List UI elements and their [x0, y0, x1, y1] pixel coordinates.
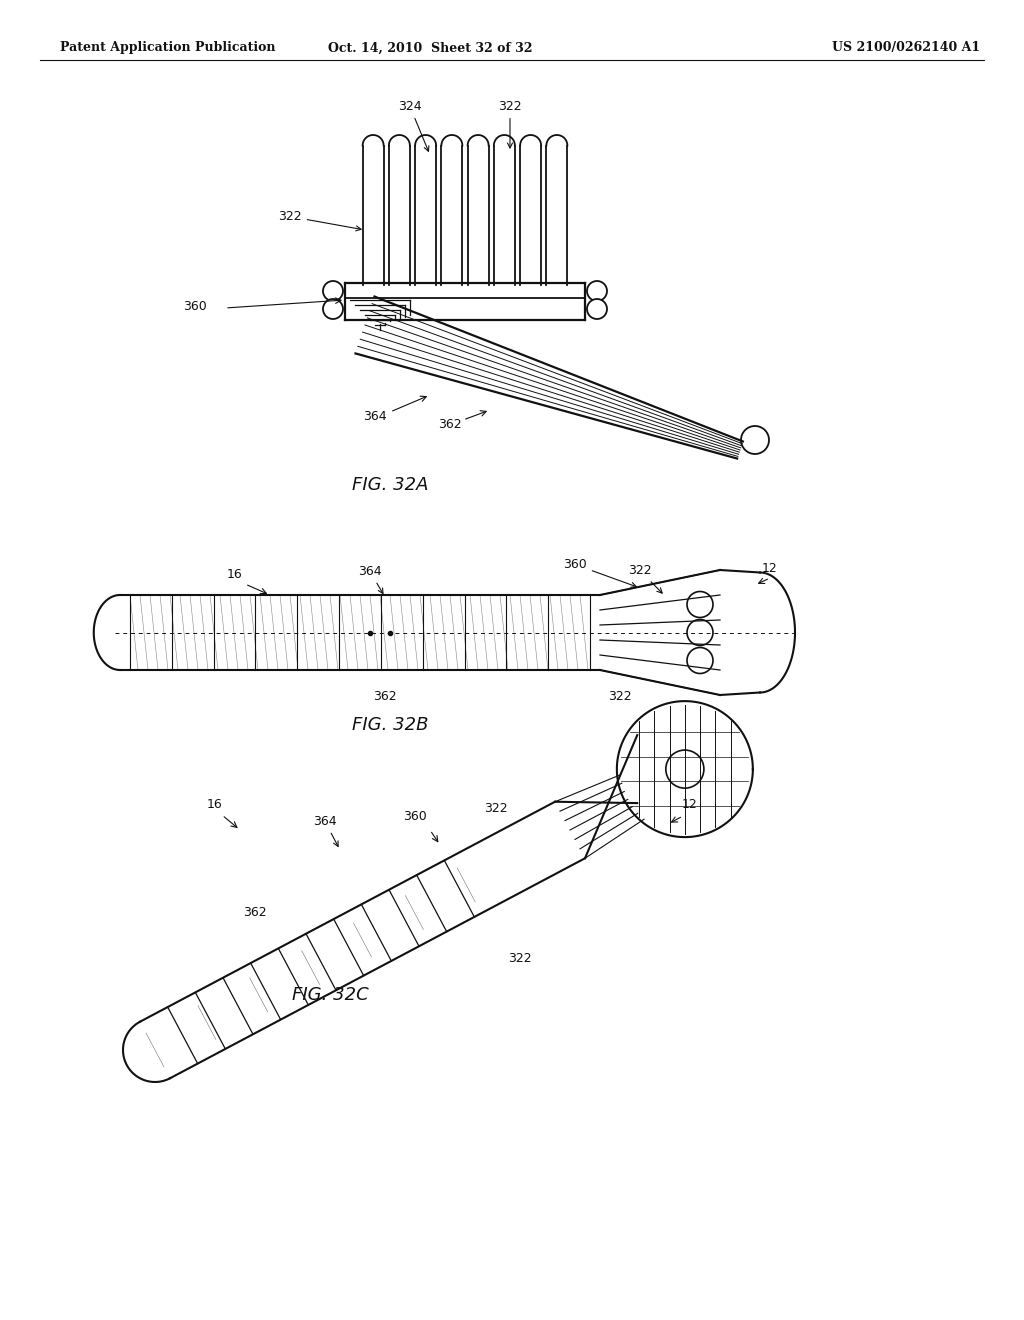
Text: 364: 364 [313, 814, 338, 846]
Text: 364: 364 [358, 565, 383, 594]
Text: 12: 12 [682, 799, 698, 810]
Text: Oct. 14, 2010  Sheet 32 of 32: Oct. 14, 2010 Sheet 32 of 32 [328, 41, 532, 54]
Text: 322: 322 [608, 690, 632, 704]
Text: FIG. 32B: FIG. 32B [352, 715, 428, 734]
Circle shape [323, 300, 343, 319]
Circle shape [741, 426, 769, 454]
Circle shape [323, 281, 343, 301]
Text: 362: 362 [438, 418, 462, 432]
Text: FIG. 32A: FIG. 32A [352, 477, 428, 494]
Text: 364: 364 [364, 411, 387, 422]
Text: Patent Application Publication: Patent Application Publication [60, 41, 275, 54]
Text: 360: 360 [183, 300, 207, 313]
Text: 322: 322 [484, 803, 508, 814]
Text: 322: 322 [628, 564, 663, 593]
Text: 360: 360 [563, 558, 636, 587]
Circle shape [587, 281, 607, 301]
Text: US 2100/0262140 A1: US 2100/0262140 A1 [831, 41, 980, 54]
Text: 362: 362 [243, 906, 267, 919]
Text: 324: 324 [398, 100, 429, 152]
Text: 322: 322 [508, 952, 531, 965]
Text: 16: 16 [227, 568, 243, 581]
Text: 362: 362 [373, 690, 397, 704]
Circle shape [587, 300, 607, 319]
Text: 322: 322 [499, 100, 522, 148]
Text: 322: 322 [279, 210, 361, 231]
Circle shape [666, 750, 703, 788]
Text: FIG. 32C: FIG. 32C [292, 986, 369, 1005]
Text: 12: 12 [762, 562, 778, 576]
Text: 360: 360 [403, 810, 427, 822]
Text: 16: 16 [207, 799, 223, 810]
